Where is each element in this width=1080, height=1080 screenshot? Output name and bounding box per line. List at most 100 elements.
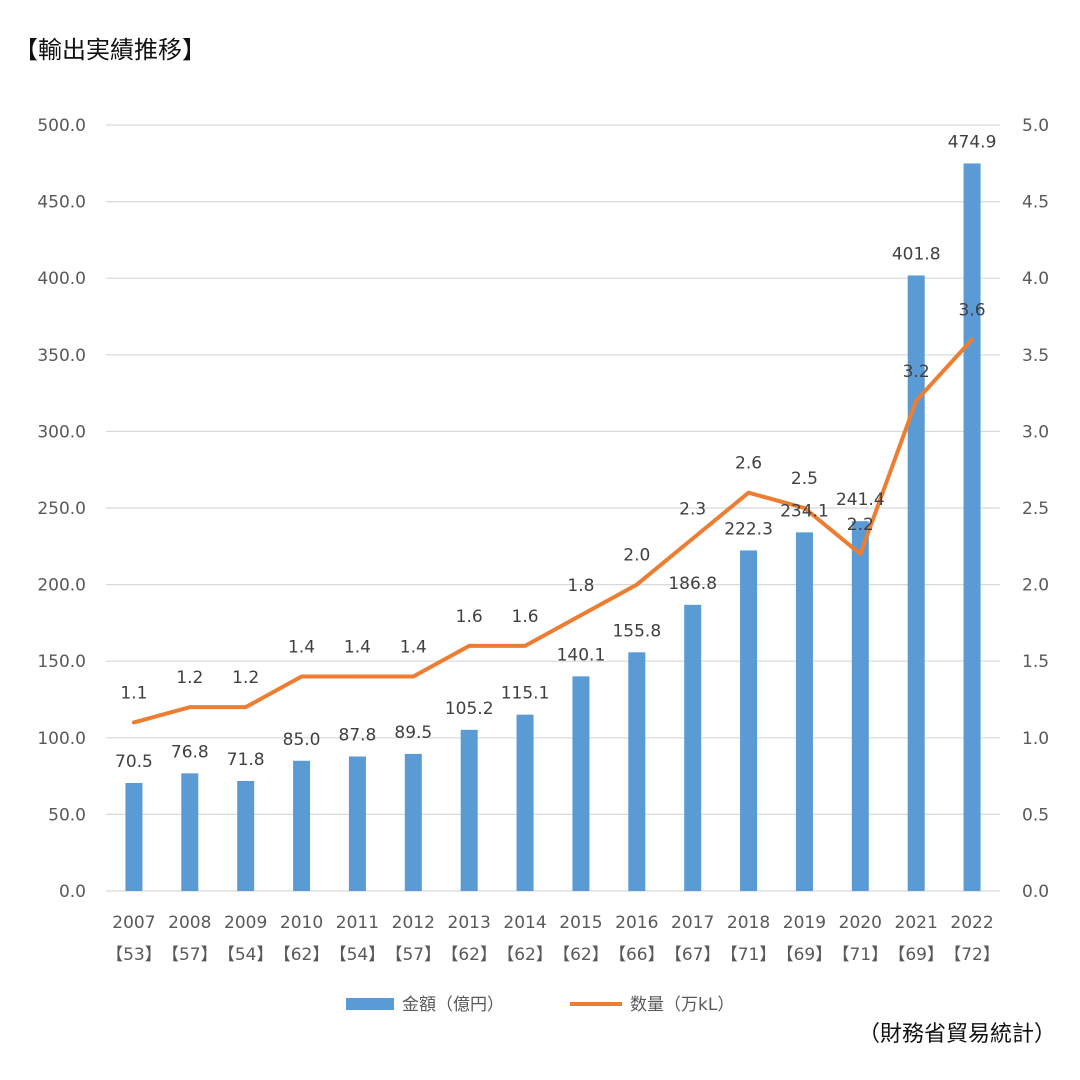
bar-value-label: 234.1 [780, 501, 829, 521]
bar-series [125, 163, 981, 892]
line-point [691, 537, 695, 541]
x-tick-label: 2011 [336, 913, 379, 933]
line-point [579, 613, 583, 617]
legend-line-label: 数量（万kL） [630, 995, 734, 1015]
left-tick-label: 150.0 [37, 652, 86, 672]
line-point [355, 675, 359, 679]
bar [181, 773, 199, 891]
bar [907, 275, 925, 892]
x-axis-ticks: 2007 【53】 2008 【57】 2009 【54】 2010 【62】 2011 【54】… [106, 913, 1000, 965]
line-point [467, 644, 471, 648]
line-path [131, 337, 975, 725]
bar [293, 760, 311, 891]
right-tick-label: 3.5 [1022, 346, 1049, 366]
right-tick-label: 2.0 [1022, 576, 1049, 596]
line-value-label: 2.5 [791, 469, 818, 489]
x-tick-label: 2012 [392, 913, 435, 933]
left-tick-label: 100.0 [37, 729, 86, 749]
line-series [131, 337, 975, 725]
bar-value-label: 401.8 [892, 244, 941, 264]
x-tick-sublabel: 【67】 [665, 945, 721, 965]
line-value-label: 1.4 [400, 638, 427, 658]
x-tick-sublabel: 【71】 [721, 945, 777, 965]
left-tick-label: 400.0 [37, 269, 86, 289]
line-point [802, 506, 806, 510]
source-note: （財務省貿易統計） [857, 1022, 1056, 1047]
line-point [635, 583, 639, 587]
line-value-label: 1.6 [456, 607, 483, 627]
right-tick-label: 1.0 [1022, 729, 1049, 749]
bar-value-label: 85.0 [283, 730, 321, 750]
left-tick-label: 350.0 [37, 346, 86, 366]
bar-value-label: 222.3 [724, 519, 773, 539]
bar [348, 756, 366, 891]
x-tick-sublabel: 【69】 [777, 945, 833, 965]
bar-value-label: 70.5 [115, 752, 153, 772]
bar-data-labels: 70.5 76.8 71.885.0 87.8 89.5105.2115.1140.11… [115, 132, 996, 772]
line-value-label: 3.2 [903, 362, 930, 382]
gridlines [106, 124, 1000, 892]
legend-bar-label: 金額（億円） [402, 995, 504, 1015]
line-point [970, 337, 974, 341]
line-point [914, 399, 918, 403]
bar-value-label: 474.9 [948, 132, 997, 152]
line-point [244, 705, 248, 709]
right-tick-label: 2.5 [1022, 499, 1049, 519]
line-point [523, 644, 527, 648]
bar-value-label: 140.1 [557, 645, 606, 665]
x-tick-sublabel: 【57】 [162, 945, 218, 965]
bar [572, 676, 590, 891]
legend-bar-swatch [346, 998, 394, 1010]
x-tick-label: 2014 [503, 913, 546, 933]
x-tick-label: 2015 [559, 913, 602, 933]
bar [460, 729, 478, 891]
line-point [858, 552, 862, 556]
bar [851, 521, 869, 891]
bar [628, 652, 646, 891]
bar-value-label: 105.2 [445, 699, 494, 719]
x-tick-label: 2010 [280, 913, 323, 933]
x-tick-label: 2009 [224, 913, 267, 933]
line-value-label: 1.4 [344, 638, 371, 658]
bar [404, 753, 422, 891]
bar [963, 163, 981, 892]
line-point [300, 675, 304, 679]
right-tick-label: 4.0 [1022, 269, 1049, 289]
line-value-label: 1.8 [567, 576, 594, 596]
x-tick-label: 2022 [950, 913, 993, 933]
right-tick-label: 4.5 [1022, 193, 1049, 213]
line-value-label: 2.6 [735, 454, 762, 474]
x-tick-label: 2007 [112, 913, 155, 933]
x-tick-sublabel: 【69】 [888, 945, 944, 965]
right-axis-ticks: 0.0 0.5 1.0 1.5 2.0 2.5 3.0 3.5 4.0 4.5 5.0 [1022, 116, 1049, 902]
line-value-label: 1.4 [288, 638, 315, 658]
x-tick-label: 2019 [783, 913, 826, 933]
right-tick-label: 3.0 [1022, 422, 1049, 442]
bar [795, 532, 813, 891]
x-tick-label: 2020 [839, 913, 882, 933]
line-value-label: 2.3 [679, 500, 706, 520]
x-tick-sublabel: 【53】 [106, 945, 162, 965]
x-tick-sublabel: 【62】 [553, 945, 609, 965]
line-value-label: 3.6 [959, 300, 986, 320]
x-tick-label: 2018 [727, 913, 770, 933]
bar-value-label: 241.4 [836, 490, 885, 510]
left-tick-label: 50.0 [48, 805, 86, 825]
x-tick-sublabel: 【62】 [274, 945, 330, 965]
x-tick-sublabel: 【62】 [497, 945, 553, 965]
bar-value-label: 115.1 [501, 684, 550, 704]
bar-value-label: 87.8 [339, 725, 377, 745]
bar [516, 714, 534, 891]
line-point [411, 675, 415, 679]
x-tick-sublabel: 【66】 [609, 945, 665, 965]
x-tick-sublabel: 【54】 [218, 945, 274, 965]
x-tick-sublabel: 【72】 [944, 945, 1000, 965]
line-value-label: 2.2 [847, 515, 874, 535]
right-tick-label: 5.0 [1022, 116, 1049, 136]
bar-value-label: 186.8 [668, 574, 717, 594]
line-value-label: 1.1 [120, 683, 147, 703]
bar-value-label: 155.8 [612, 621, 661, 641]
bar-value-label: 71.8 [227, 750, 265, 770]
right-tick-label: 1.5 [1022, 652, 1049, 672]
left-tick-label: 250.0 [37, 499, 86, 519]
